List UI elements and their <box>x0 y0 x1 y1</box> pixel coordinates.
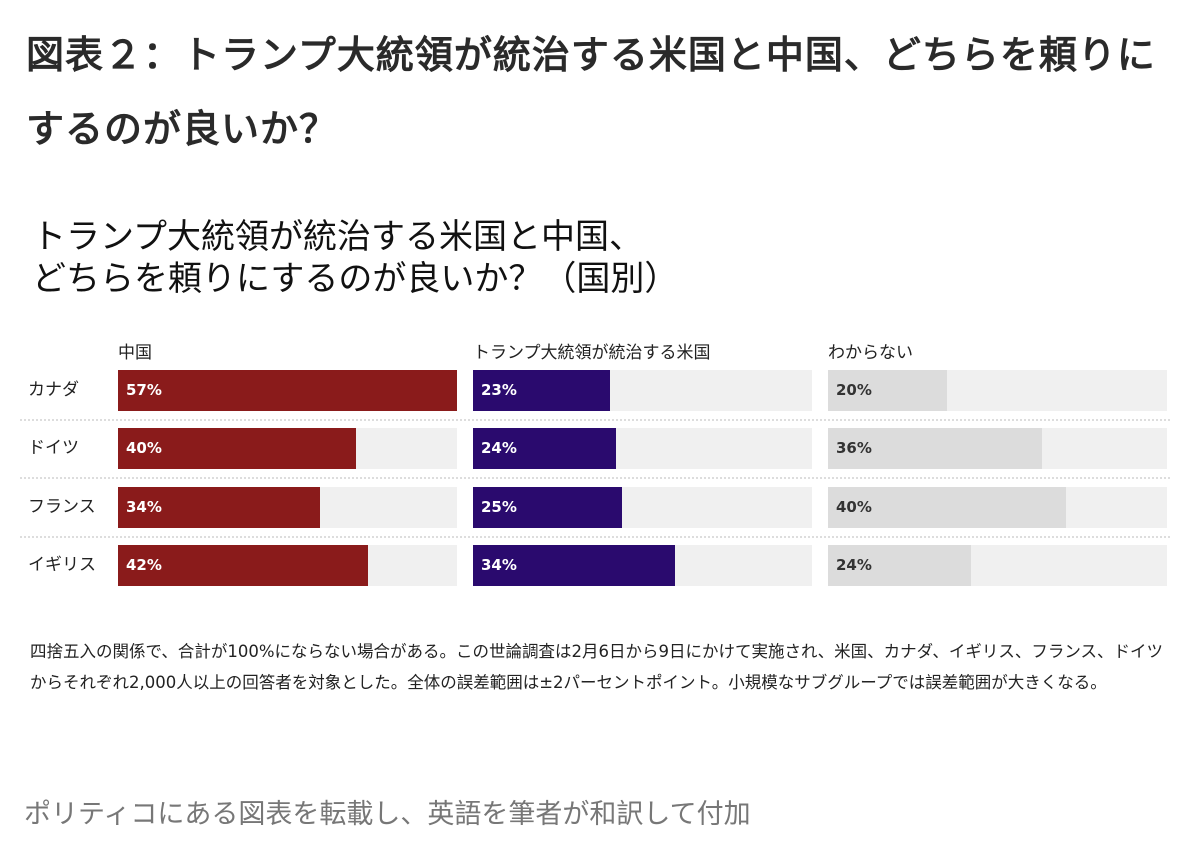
chart-title: トランプ大統領が統治する米国と中国、 どちらを頼りにするのが良いか？（国別） <box>32 216 932 300</box>
data-label: 34% <box>481 556 517 574</box>
bar-1-3 <box>473 545 676 586</box>
category-label: ドイツ <box>28 438 79 458</box>
bar-track: 57% <box>118 370 457 411</box>
data-label: 42% <box>126 556 162 574</box>
bar-track: 40% <box>118 428 457 469</box>
data-label: 24% <box>836 556 872 574</box>
chart-title-line: どちらを頼りにするのが良いか？（国別） <box>32 259 679 299</box>
bar-0-2 <box>118 487 321 528</box>
data-label: 40% <box>126 439 162 457</box>
bar-track: 24% <box>828 545 1167 586</box>
bar-1-0 <box>473 370 610 411</box>
bar-2-1 <box>828 428 1043 469</box>
bar-2-0 <box>828 370 947 411</box>
data-label: 36% <box>836 439 872 457</box>
series-header: 中国 <box>118 343 152 363</box>
data-label: 20% <box>836 381 872 399</box>
bar-2-2 <box>828 487 1066 528</box>
row-separator <box>20 419 1170 421</box>
series-header: わからない <box>828 343 913 363</box>
series-header: トランプ大統領が統治する米国 <box>473 343 711 363</box>
data-label: 57% <box>126 381 162 399</box>
category-label: イギリス <box>28 555 96 575</box>
bar-1-2 <box>473 487 622 528</box>
data-label: 34% <box>126 498 162 516</box>
data-label: 23% <box>481 381 517 399</box>
bar-0-3 <box>118 545 368 586</box>
bar-0-0 <box>118 370 457 411</box>
row-separator <box>20 477 1170 479</box>
bar-track: 25% <box>473 487 812 528</box>
bar-track: 40% <box>828 487 1167 528</box>
bar-2-3 <box>828 545 971 586</box>
page-title: 図表２：トランプ大統領が統治する米国と中国、どちらを頼りにするのが良いか？ <box>26 33 1156 151</box>
bar-0-1 <box>118 428 356 469</box>
row-separator <box>20 536 1170 538</box>
chart-title-line: トランプ大統領が統治する米国と中国、 <box>32 217 643 257</box>
data-label: 24% <box>481 439 517 457</box>
category-label: カナダ <box>28 380 79 400</box>
chart-notes: 四捨五入の関係で、合計が100%にならない場合がある。この世論調査は2月6日から… <box>30 642 1164 692</box>
bar-track: 36% <box>828 428 1167 469</box>
data-label: 25% <box>481 498 517 516</box>
category-label: フランス <box>28 497 96 517</box>
bar-track: 42% <box>118 545 457 586</box>
bar-1-1 <box>473 428 616 469</box>
bar-track: 34% <box>473 545 812 586</box>
source-caption: ポリティコにある図表を転載し、英語を筆者が和訳して付加 <box>24 799 751 830</box>
bar-track: 24% <box>473 428 812 469</box>
bar-track: 23% <box>473 370 812 411</box>
data-label: 40% <box>836 498 872 516</box>
bar-track: 20% <box>828 370 1167 411</box>
bar-track: 34% <box>118 487 457 528</box>
